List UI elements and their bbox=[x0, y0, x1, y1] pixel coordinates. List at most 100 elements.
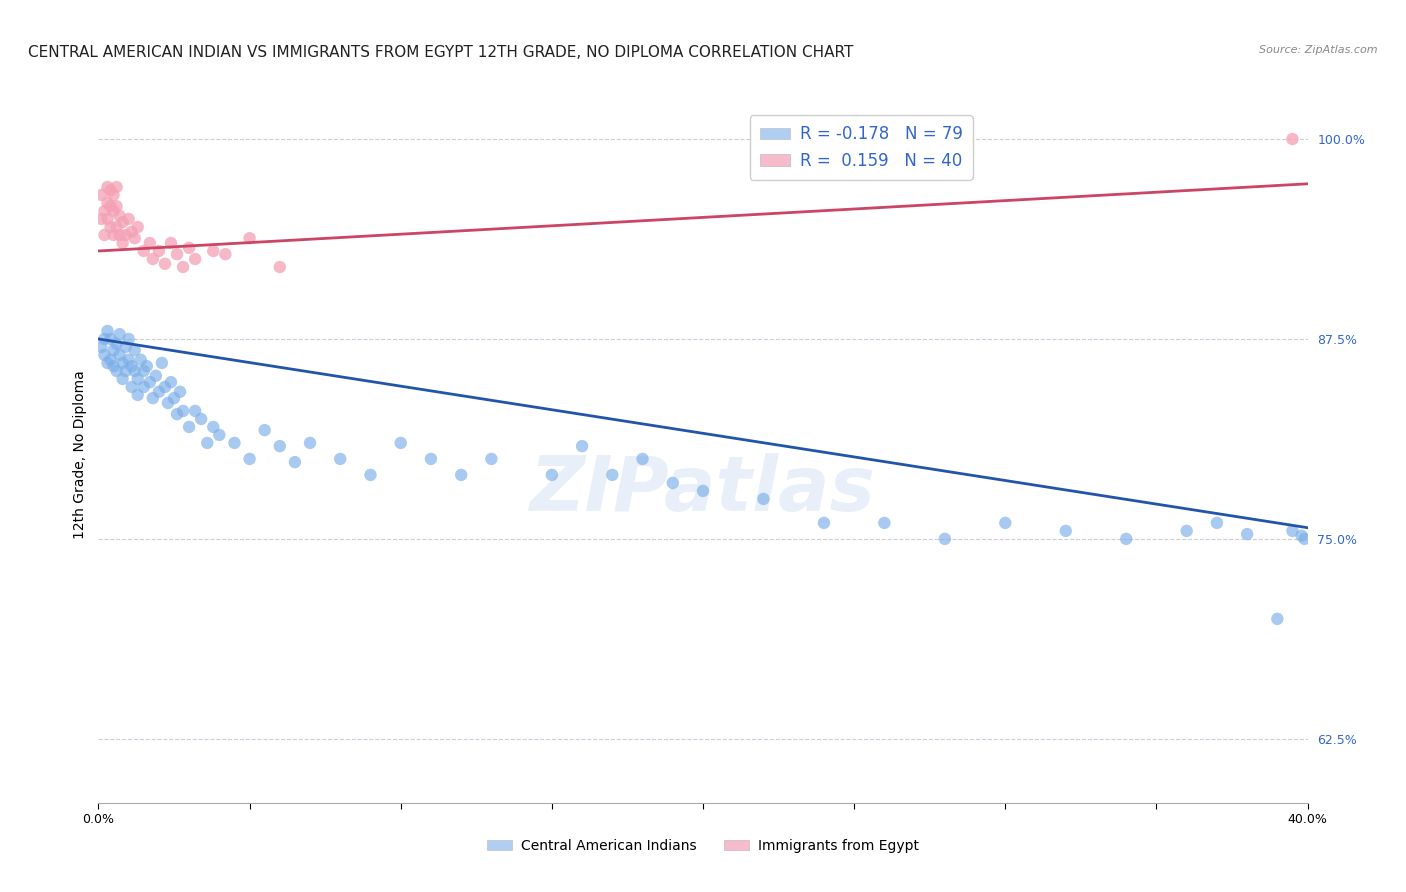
Point bbox=[139, 375, 162, 389]
Y-axis label: 12th Grade, No Diploma: 12th Grade, No Diploma bbox=[73, 370, 87, 540]
Point bbox=[100, 219, 122, 234]
Point bbox=[108, 348, 131, 362]
Point bbox=[135, 359, 157, 373]
Point bbox=[166, 407, 188, 421]
Point bbox=[269, 439, 291, 453]
Point bbox=[100, 352, 122, 367]
Point bbox=[873, 516, 896, 530]
Legend: Central American Indians, Immigrants from Egypt: Central American Indians, Immigrants fro… bbox=[482, 833, 924, 858]
Point bbox=[934, 532, 956, 546]
Text: CENTRAL AMERICAN INDIAN VS IMMIGRANTS FROM EGYPT 12TH GRADE, NO DIPLOMA CORRELAT: CENTRAL AMERICAN INDIAN VS IMMIGRANTS FR… bbox=[28, 45, 853, 60]
Point bbox=[602, 467, 624, 482]
Point bbox=[103, 204, 125, 219]
Point bbox=[111, 372, 134, 386]
Point bbox=[1054, 524, 1077, 538]
Point bbox=[195, 436, 218, 450]
Point bbox=[111, 356, 134, 370]
Point bbox=[121, 380, 143, 394]
Point bbox=[96, 356, 118, 370]
Point bbox=[224, 436, 246, 450]
Point bbox=[132, 244, 155, 258]
Point bbox=[127, 388, 149, 402]
Point bbox=[139, 235, 162, 250]
Point bbox=[169, 384, 191, 399]
Point bbox=[166, 247, 188, 261]
Point bbox=[692, 483, 714, 498]
Point bbox=[124, 231, 146, 245]
Point bbox=[124, 364, 146, 378]
Point bbox=[111, 215, 134, 229]
Point bbox=[93, 227, 115, 242]
Point bbox=[93, 332, 115, 346]
Point bbox=[184, 252, 207, 266]
Point bbox=[105, 336, 128, 351]
Text: ZIPatlas: ZIPatlas bbox=[530, 453, 876, 526]
Point bbox=[1294, 532, 1316, 546]
Point bbox=[184, 404, 207, 418]
Point bbox=[1291, 529, 1313, 543]
Point bbox=[100, 332, 122, 346]
Point bbox=[105, 364, 128, 378]
Point bbox=[239, 451, 262, 466]
Point bbox=[142, 391, 165, 405]
Point bbox=[108, 327, 131, 342]
Point bbox=[631, 451, 654, 466]
Point bbox=[121, 359, 143, 373]
Point bbox=[105, 180, 128, 194]
Point bbox=[153, 257, 176, 271]
Point bbox=[148, 384, 170, 399]
Point bbox=[179, 241, 201, 255]
Point bbox=[105, 219, 128, 234]
Point bbox=[114, 340, 136, 354]
Point bbox=[239, 231, 262, 245]
Point bbox=[450, 467, 472, 482]
Point bbox=[172, 260, 194, 274]
Point bbox=[1175, 524, 1198, 538]
Point bbox=[93, 204, 115, 219]
Point bbox=[129, 352, 152, 367]
Point bbox=[108, 209, 131, 223]
Point bbox=[96, 324, 118, 338]
Point bbox=[118, 352, 141, 367]
Point bbox=[96, 212, 118, 227]
Point bbox=[481, 451, 503, 466]
Point bbox=[100, 183, 122, 197]
Point bbox=[202, 244, 225, 258]
Point bbox=[540, 467, 562, 482]
Point bbox=[214, 247, 236, 261]
Point bbox=[1281, 132, 1303, 146]
Point bbox=[360, 467, 382, 482]
Point bbox=[90, 212, 112, 227]
Point bbox=[90, 188, 112, 202]
Point bbox=[571, 439, 593, 453]
Point bbox=[103, 188, 125, 202]
Point bbox=[179, 420, 201, 434]
Point bbox=[994, 516, 1017, 530]
Point bbox=[127, 219, 149, 234]
Point bbox=[163, 391, 186, 405]
Point bbox=[132, 364, 155, 378]
Point bbox=[1206, 516, 1229, 530]
Point bbox=[142, 252, 165, 266]
Point bbox=[420, 451, 443, 466]
Point bbox=[124, 343, 146, 358]
Point bbox=[90, 340, 112, 354]
Point bbox=[127, 372, 149, 386]
Point bbox=[661, 475, 683, 490]
Point bbox=[208, 428, 231, 442]
Point bbox=[153, 380, 176, 394]
Point bbox=[1236, 527, 1258, 541]
Point bbox=[118, 332, 141, 346]
Text: Source: ZipAtlas.com: Source: ZipAtlas.com bbox=[1260, 45, 1378, 54]
Point bbox=[752, 491, 775, 506]
Point bbox=[269, 260, 291, 274]
Point bbox=[1281, 524, 1303, 538]
Point bbox=[1115, 532, 1137, 546]
Point bbox=[105, 199, 128, 213]
Point bbox=[389, 436, 412, 450]
Point bbox=[103, 227, 125, 242]
Point bbox=[190, 412, 212, 426]
Point bbox=[118, 212, 141, 227]
Point bbox=[813, 516, 835, 530]
Point bbox=[103, 359, 125, 373]
